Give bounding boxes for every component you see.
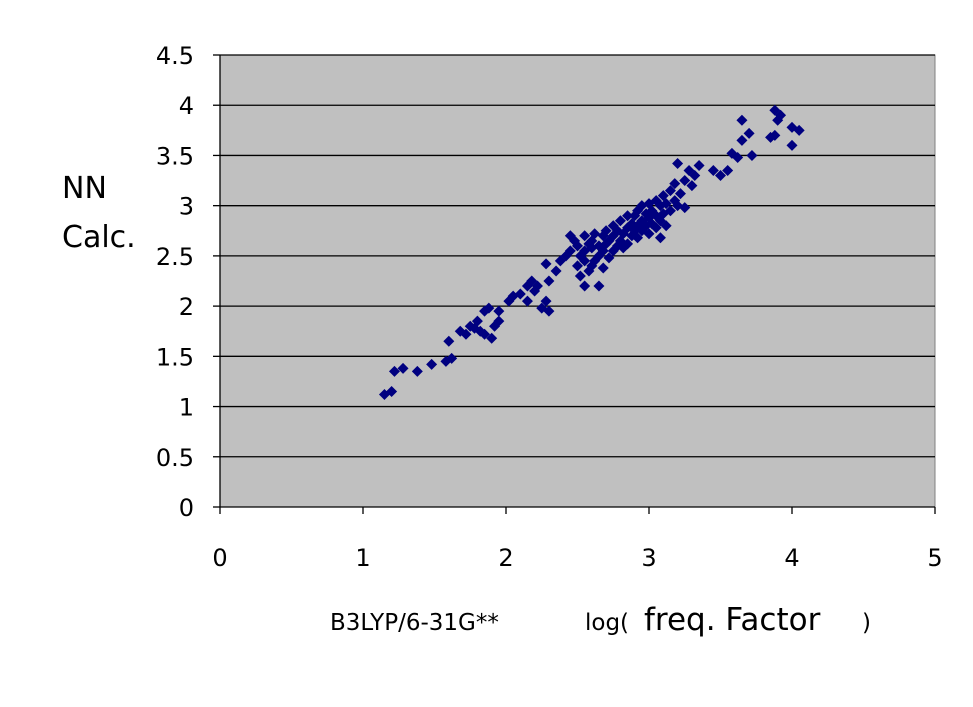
data-point xyxy=(572,240,583,252)
data-point xyxy=(746,149,758,161)
y-tick-label: 4 xyxy=(179,92,194,120)
data-point xyxy=(736,134,748,146)
data-point xyxy=(622,238,634,250)
data-point xyxy=(650,222,662,234)
data-point xyxy=(554,255,566,267)
data-point xyxy=(643,228,655,240)
data-point xyxy=(579,230,591,242)
data-point xyxy=(786,121,798,133)
data-point xyxy=(600,225,612,237)
data-point xyxy=(743,127,755,139)
data-point xyxy=(540,295,552,307)
plot-area xyxy=(219,54,936,508)
data-point xyxy=(460,328,472,340)
x-tick-label: 3 xyxy=(641,544,656,572)
y-tick-label: 3 xyxy=(179,193,194,221)
x-axis-label-log: log( xyxy=(585,610,629,636)
x-tick-label: 2 xyxy=(498,544,513,572)
data-point xyxy=(597,262,609,274)
y-tick-label: 2.5 xyxy=(156,243,194,271)
x-tick-label: 4 xyxy=(784,544,799,572)
y-axis-label-line-2: Calc. xyxy=(62,220,136,255)
axes xyxy=(213,54,936,514)
data-point xyxy=(574,270,586,282)
y-tick-labels: 0 0.5 1 1.5 2 2.5 3 3.5 4 4.5 xyxy=(156,42,194,522)
y-tick-label: 0.5 xyxy=(156,444,194,472)
data-point xyxy=(672,157,684,169)
x-axis-label-close: ) xyxy=(862,610,871,636)
data-point xyxy=(664,205,676,217)
x-tick-label: 5 xyxy=(927,544,942,572)
data-point xyxy=(572,260,583,272)
data-point xyxy=(589,255,601,267)
data-point xyxy=(660,198,672,210)
data-point xyxy=(564,245,576,257)
data-point xyxy=(674,188,686,200)
data-point xyxy=(479,328,491,340)
data-point xyxy=(622,210,634,222)
data-point xyxy=(521,295,533,307)
data-point xyxy=(543,305,555,317)
data-point xyxy=(715,170,726,182)
x-axis-label-factor: freq. Factor xyxy=(644,602,821,638)
data-point xyxy=(443,335,455,347)
data-point xyxy=(679,175,691,187)
data-point xyxy=(579,280,591,292)
data-point xyxy=(693,159,705,171)
y-tick-label: 3.5 xyxy=(156,142,194,170)
data-point xyxy=(493,305,505,317)
data-point xyxy=(793,124,805,136)
data-point xyxy=(707,165,719,177)
data-point xyxy=(411,365,423,377)
data-point xyxy=(579,255,591,267)
data-point xyxy=(786,139,798,151)
data-point xyxy=(493,315,505,327)
y-tick-label: 2 xyxy=(179,293,194,321)
data-point xyxy=(426,358,438,370)
data-point xyxy=(514,288,526,300)
x-axis-label-method: B3LYP/6-31G** xyxy=(330,610,499,636)
y-tick-label: 1.5 xyxy=(156,343,194,371)
data-point xyxy=(483,302,495,314)
y-tick-label: 1 xyxy=(179,394,194,422)
y-tick-label: 0 xyxy=(179,494,194,522)
data-point xyxy=(614,215,626,227)
data-point xyxy=(722,165,734,177)
data-point xyxy=(397,362,409,374)
data-point xyxy=(664,185,676,197)
x-tick-label: 1 xyxy=(355,544,370,572)
data-point xyxy=(550,265,562,277)
data-point xyxy=(531,280,543,292)
data-point xyxy=(486,332,498,344)
data-point xyxy=(732,151,744,163)
data-point xyxy=(543,275,555,287)
x-tick-label: 0 xyxy=(212,544,227,572)
x-axis-label: B3LYP/6-31G** log( freq. Factor ) xyxy=(330,602,871,638)
data-point xyxy=(654,232,666,244)
data-point xyxy=(603,252,615,264)
data-point xyxy=(540,258,552,270)
data-point xyxy=(686,180,698,192)
y-tick-label: 4.5 xyxy=(156,42,194,70)
data-point xyxy=(736,114,748,126)
data-point xyxy=(388,365,400,377)
data-point xyxy=(689,170,701,182)
x-tick-labels: 0 1 2 3 4 5 xyxy=(212,544,942,572)
data-point xyxy=(446,352,458,364)
data-point xyxy=(471,315,483,327)
data-point xyxy=(593,280,605,292)
y-axis-label-line-1: NN xyxy=(62,171,107,206)
data-point xyxy=(386,385,398,397)
data-point xyxy=(660,220,672,232)
data-point xyxy=(679,202,691,214)
data-point xyxy=(632,232,644,244)
data-points xyxy=(378,104,805,401)
data-point xyxy=(769,129,781,141)
data-point xyxy=(589,228,601,240)
data-point xyxy=(775,109,787,121)
data-point xyxy=(669,178,681,190)
